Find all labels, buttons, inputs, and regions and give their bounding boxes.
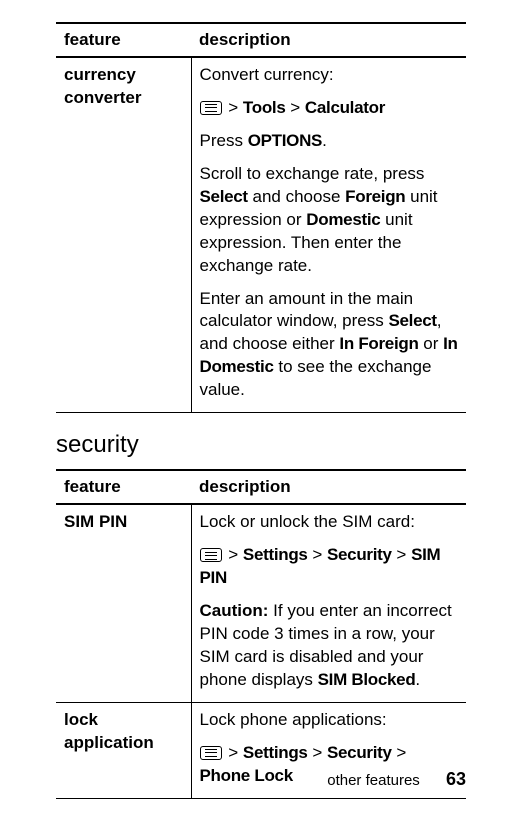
text: Press OPTIONS.	[200, 130, 461, 153]
text: Scroll to exchange rate, press Select an…	[200, 163, 461, 278]
menu-icon	[200, 548, 222, 562]
gt: >	[396, 743, 406, 762]
nav-item: Security	[327, 545, 392, 564]
nav-item: Calculator	[305, 98, 385, 117]
nav-item: Settings	[243, 743, 308, 762]
col-feature: feature	[56, 23, 191, 57]
nav-path: > Settings > Security > SIM PIN	[200, 544, 461, 590]
description-cell: Lock or unlock the SIM card: > Settings …	[191, 504, 466, 702]
gt: >	[228, 545, 238, 564]
page-footer: other features 63	[327, 769, 466, 790]
nav-item: Phone Lock	[200, 766, 293, 785]
menu-icon	[200, 746, 222, 760]
text: Enter an amount in the main calculator w…	[200, 288, 461, 403]
text: Convert currency:	[200, 64, 461, 87]
feature-cell: currency converter	[56, 57, 191, 413]
gt: >	[228, 98, 238, 117]
text: Lock phone applications:	[200, 709, 461, 732]
currency-table: feature description currency converter C…	[56, 22, 466, 413]
nav-path: > Tools > Calculator	[200, 97, 461, 120]
menu-icon	[200, 101, 222, 115]
col-feature: feature	[56, 470, 191, 504]
gt: >	[290, 98, 300, 117]
gt: >	[312, 545, 322, 564]
gt: >	[312, 743, 322, 762]
nav-item: Settings	[243, 545, 308, 564]
col-description: description	[191, 470, 466, 504]
gt: >	[396, 545, 406, 564]
text: Caution: If you enter an incorrect PIN c…	[200, 600, 461, 692]
footer-label: other features	[327, 772, 420, 789]
nav-item: Security	[327, 743, 392, 762]
feature-cell: SIM PIN	[56, 504, 191, 702]
col-description: description	[191, 23, 466, 57]
page-number: 63	[446, 769, 466, 789]
nav-item: Tools	[243, 98, 286, 117]
feature-cell: lock application	[56, 702, 191, 798]
section-heading: security	[56, 431, 466, 459]
text: Lock or unlock the SIM card:	[200, 511, 461, 534]
gt: >	[228, 743, 238, 762]
description-cell: Convert currency: > Tools > Calculator P…	[191, 57, 466, 413]
security-table: feature description SIM PIN Lock or unlo…	[56, 469, 466, 798]
